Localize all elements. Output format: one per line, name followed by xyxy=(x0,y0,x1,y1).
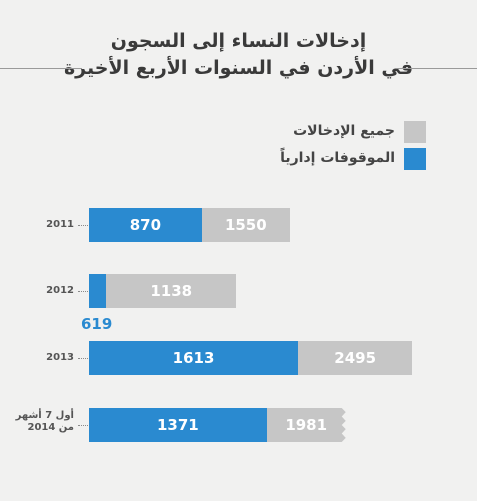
category-label-3: أول 7 أشهر من 2014 xyxy=(15,410,74,433)
category-tick-1 xyxy=(78,291,88,292)
title-rule-left xyxy=(0,68,82,69)
category-label-0: 2011 xyxy=(46,219,74,230)
bar-admin-0 xyxy=(89,208,202,242)
legend-label-total: جميع الإدخالات xyxy=(293,123,395,139)
value-label-admin-0: 870 xyxy=(129,216,162,234)
legend-swatch-admin xyxy=(404,148,426,170)
legend-label-admin: الموقوفات إدارياً xyxy=(280,150,395,166)
value-label-total-2: 2495 xyxy=(334,349,377,367)
bar-admin-1 xyxy=(89,274,106,308)
title-line-1: إدخالات النساء إلى السجون xyxy=(110,30,367,52)
bar-admin-2 xyxy=(89,341,299,375)
value-label-admin-2: 1613 xyxy=(172,349,215,367)
bar-admin-3 xyxy=(89,408,267,442)
category-label-2: 2013 xyxy=(46,352,74,363)
category-tick-0 xyxy=(78,225,88,226)
title-rule-right xyxy=(395,68,477,69)
value-label-admin-3: 1371 xyxy=(156,416,199,434)
value-label-total-0: 1550 xyxy=(224,216,267,234)
category-tick-3 xyxy=(78,425,88,426)
category-tick-2 xyxy=(78,358,88,359)
title-line-2: في الأردن في السنوات الأربع الأخيرة xyxy=(63,57,414,79)
category-label-1: 2012 xyxy=(46,285,74,296)
bar-total-1 xyxy=(89,274,237,308)
legend-swatch-total xyxy=(404,121,426,143)
value-label-total-3: 1981 xyxy=(285,416,328,434)
value-label-total-1: 1138 xyxy=(150,282,193,300)
value-label-admin-1: 619 xyxy=(81,315,113,333)
